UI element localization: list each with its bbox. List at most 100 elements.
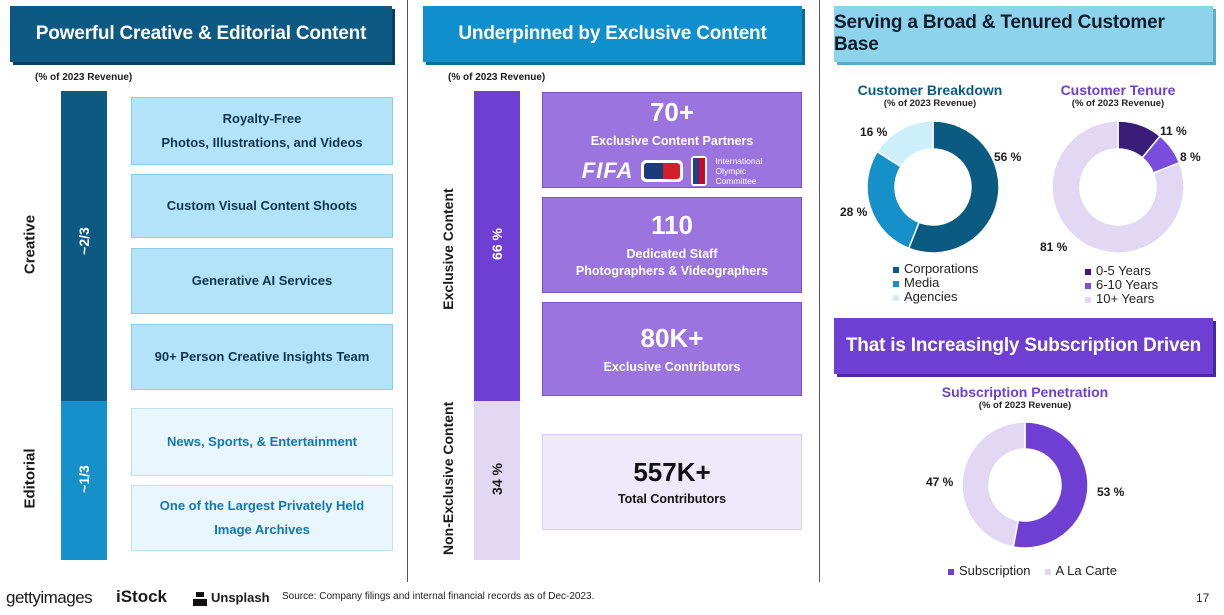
subscription-value-label: 53 % bbox=[1097, 485, 1125, 499]
creative-insights-card: 90+ Person Creative Insights Team bbox=[131, 324, 393, 390]
unsplash-logo: Unsplash bbox=[211, 590, 270, 605]
tenure-legend: 0-5 Years 6-10 Years 10+ Years bbox=[1085, 264, 1158, 306]
exclusive-label: Exclusive Content bbox=[440, 188, 456, 310]
legend-item: Agencies bbox=[893, 290, 978, 304]
chart-subtitle-text: (% of 2023 Revenue) bbox=[1071, 98, 1165, 109]
legend-label: Corporations bbox=[904, 261, 979, 276]
news-sports-card: News, Sports, & Entertainment bbox=[131, 408, 393, 476]
editorial-label: Editorial bbox=[21, 448, 39, 509]
card-line: Image Archives bbox=[214, 522, 310, 537]
revenue-note: (% of 2023 Revenue) bbox=[448, 72, 546, 83]
ioc-logo: International Olympic Committee bbox=[715, 156, 762, 186]
chart-title-text: Customer Breakdown bbox=[857, 82, 1003, 98]
card-line: Dedicated Staff bbox=[626, 247, 718, 261]
donut-slice-10-years bbox=[1051, 120, 1185, 254]
legend-item: Corporations bbox=[893, 262, 978, 276]
non-exclusive-label: Non-Exclusive Content bbox=[440, 401, 456, 555]
editorial-share-bar bbox=[61, 401, 107, 560]
exclusive-share-bar bbox=[474, 91, 520, 401]
unsplash-icon bbox=[193, 592, 207, 606]
custom-shoots-card: Custom Visual Content Shoots bbox=[131, 174, 393, 238]
legend-item: A La Carte bbox=[1044, 563, 1117, 578]
chart-subtitle-text: (% of 2023 Revenue) bbox=[978, 400, 1072, 411]
card-line: Total Contributors bbox=[617, 491, 727, 506]
legend-item: 10+ Years bbox=[1085, 292, 1158, 306]
legend-label: 6-10 Years bbox=[1096, 277, 1159, 292]
source-note: Source: Company filings and internal fin… bbox=[282, 591, 595, 602]
exclusive-share: 66 % bbox=[489, 228, 505, 260]
legend-swatch bbox=[1085, 296, 1091, 303]
istock-logo: iStock bbox=[116, 587, 168, 606]
creative-share-bar bbox=[61, 91, 107, 401]
non-exclusive-share-bar bbox=[474, 401, 520, 560]
legend-label: A La Carte bbox=[1055, 563, 1117, 578]
agencies-value-label: 16 % bbox=[860, 125, 888, 139]
archives-card: One of the Largest Privately Held Image … bbox=[131, 485, 393, 551]
mlb-logo bbox=[641, 160, 684, 182]
card-line: Custom Visual Content Shoots bbox=[166, 198, 358, 213]
breakdown-donut-chart bbox=[866, 120, 1000, 254]
legend-item: 0-5 Years bbox=[1085, 264, 1158, 278]
nba-logo bbox=[691, 156, 708, 186]
royalty-free-card: Royalty-Free Photos, Illustrations, and … bbox=[131, 97, 393, 165]
legend-label: Agencies bbox=[904, 289, 958, 304]
fifa-logo: FIFA bbox=[581, 158, 634, 183]
legend-item: 6-10 Years bbox=[1085, 278, 1158, 292]
card-line: One of the Largest Privately Held bbox=[159, 498, 365, 513]
breakdown-legend: Corporations Media Agencies bbox=[893, 262, 978, 304]
content-partners-card: 70+ Exclusive Content Partners FIFA Inte… bbox=[542, 92, 802, 188]
tenure-chart-title: Customer Tenure (% of 2023 Revenue) bbox=[1038, 82, 1198, 109]
legend-swatch bbox=[1085, 268, 1091, 275]
card-value: 110 bbox=[651, 210, 693, 240]
card-line: Photographers & Videographers bbox=[575, 264, 769, 278]
exclusive-header: Underpinned by Exclusive Content bbox=[423, 6, 802, 62]
card-line: Photos, Illustrations, and Videos bbox=[161, 135, 363, 150]
a-la-carte-value-label: 47 % bbox=[926, 475, 954, 489]
chart-title-text: Subscription Penetration bbox=[941, 384, 1109, 400]
tenure-0-5-value-label: 11 % bbox=[1160, 124, 1187, 138]
donut-slice-corporations bbox=[907, 120, 1000, 254]
card-line: Generative AI Services bbox=[191, 273, 333, 288]
card-value: 70+ bbox=[649, 97, 695, 127]
divider-right bbox=[819, 0, 820, 582]
total-contributors-card: 557K+ Total Contributors bbox=[542, 434, 802, 530]
legend-swatch bbox=[893, 280, 899, 287]
legend-item: Subscription bbox=[948, 564, 1031, 578]
card-value: 557K+ bbox=[633, 456, 711, 487]
creative-label: Creative bbox=[21, 214, 39, 275]
editorial-share: ~1/3 bbox=[76, 465, 92, 493]
chart-subtitle-text: (% of 2023 Revenue) bbox=[883, 98, 977, 109]
media-value-label: 28 % bbox=[840, 205, 868, 219]
donut-slice-subscription bbox=[1012, 421, 1089, 549]
tenure-6-10-value-label: 8 % bbox=[1180, 150, 1201, 164]
page-number: 17 bbox=[1196, 591, 1210, 605]
creative-editorial-header: Powerful Creative & Editorial Content bbox=[10, 6, 392, 62]
legend-item: Media bbox=[893, 276, 978, 290]
legend-label: Subscription bbox=[959, 563, 1031, 578]
card-value: 80K+ bbox=[640, 322, 704, 353]
chart-title-text: Customer Tenure bbox=[1060, 82, 1176, 98]
ioc-line: Olympic bbox=[715, 166, 747, 176]
customer-base-header: Serving a Broad & Tenured Customer Base bbox=[834, 6, 1213, 62]
ioc-line: Committee bbox=[715, 176, 757, 186]
legend-swatch bbox=[1044, 568, 1051, 575]
gettyimages-logo: gettyimages bbox=[6, 588, 93, 607]
legend-label: 10+ Years bbox=[1096, 291, 1155, 306]
tenure-donut-chart bbox=[1051, 120, 1185, 254]
card-line: Royalty-Free bbox=[222, 111, 302, 126]
donut-slice-media bbox=[866, 150, 920, 250]
subscription-chart-title: Subscription Penetration (% of 2023 Reve… bbox=[925, 384, 1125, 411]
subscription-donut-chart bbox=[961, 421, 1089, 549]
corporations-value-label: 56 % bbox=[994, 150, 1022, 164]
exclusive-contributors-card: 80K+ Exclusive Contributors bbox=[542, 302, 802, 396]
subscription-legend: Subscription A La Carte bbox=[948, 564, 1117, 578]
donut-slice-agencies bbox=[876, 120, 934, 168]
donut-slice-a-la-carte bbox=[961, 421, 1026, 548]
breakdown-chart-title: Customer Breakdown (% of 2023 Revenue) bbox=[850, 82, 1010, 109]
revenue-note: (% of 2023 Revenue) bbox=[35, 72, 133, 83]
card-line: Exclusive Contributors bbox=[603, 359, 741, 374]
card-line: 90+ Person Creative Insights Team bbox=[154, 349, 370, 364]
non-exclusive-share: 34 % bbox=[489, 463, 505, 495]
creative-share: ~2/3 bbox=[76, 227, 92, 255]
generative-ai-card: Generative AI Services bbox=[131, 248, 393, 314]
